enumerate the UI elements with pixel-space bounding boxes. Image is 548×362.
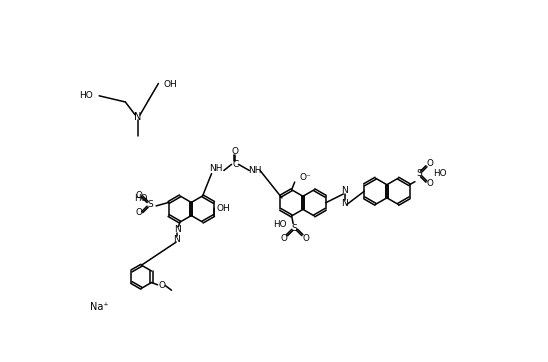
Text: O: O [136, 191, 142, 199]
Text: OH: OH [216, 205, 230, 214]
Text: HO: HO [273, 220, 287, 229]
Text: HO: HO [79, 91, 93, 100]
Text: O: O [159, 281, 165, 290]
Text: C: C [232, 160, 238, 169]
Text: O⁻: O⁻ [299, 173, 311, 182]
Text: O: O [281, 234, 287, 243]
Text: HO: HO [432, 169, 446, 178]
Text: O: O [302, 234, 309, 243]
Text: HO: HO [134, 194, 147, 203]
Text: S: S [292, 224, 298, 233]
Text: S: S [147, 200, 153, 209]
Text: O: O [136, 209, 142, 217]
Text: O: O [426, 179, 433, 188]
Text: N: N [341, 199, 349, 208]
Text: OH: OH [164, 80, 178, 89]
Text: Na⁺: Na⁺ [90, 302, 109, 312]
Text: N: N [173, 235, 180, 244]
Text: NH: NH [248, 166, 261, 175]
Text: O: O [426, 159, 433, 168]
Text: N: N [174, 225, 181, 234]
Text: NH: NH [209, 164, 223, 173]
Text: S: S [416, 169, 421, 178]
Text: N: N [134, 112, 141, 122]
Text: O: O [232, 147, 239, 156]
Text: N: N [341, 186, 349, 195]
